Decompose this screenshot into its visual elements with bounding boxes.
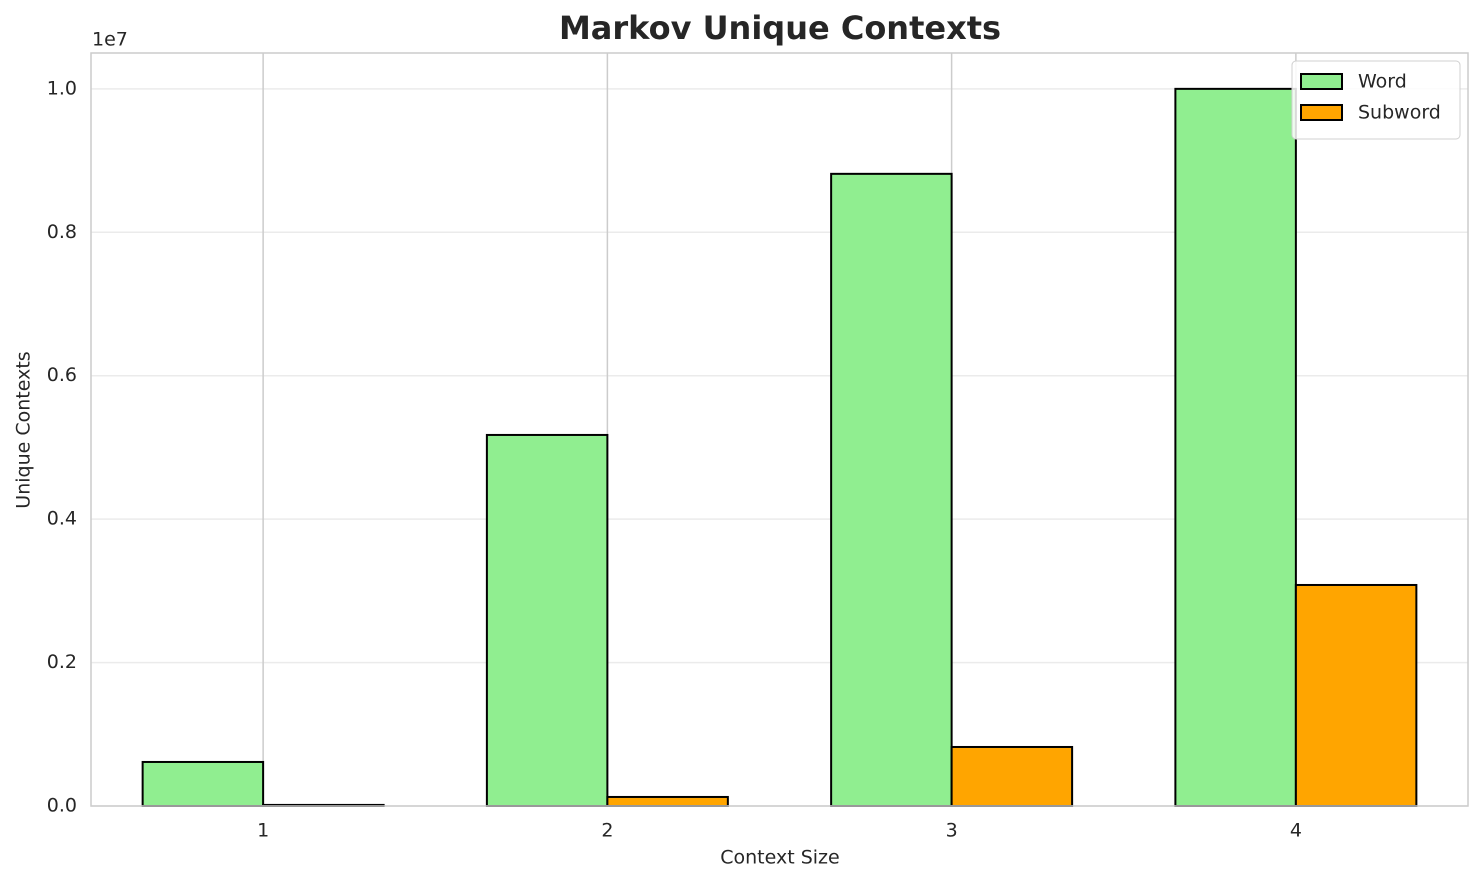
bar — [950, 745, 1074, 807]
x-axis-label: Context Size — [720, 847, 839, 869]
y-tick-label: 0.6 — [47, 364, 77, 386]
chart-title: Markov Unique Contexts — [559, 9, 1001, 47]
bar — [1174, 87, 1297, 808]
x-tick-label: 4 — [1290, 820, 1302, 842]
y-tick-label: 0.0 — [47, 795, 77, 817]
legend: Word Subword — [1291, 60, 1461, 140]
y-tick-label: 0.4 — [47, 508, 77, 530]
legend-swatch — [1300, 73, 1343, 90]
bar — [485, 433, 609, 807]
bar — [141, 760, 265, 807]
y-tick-label: 0.2 — [47, 651, 77, 673]
bar — [1294, 583, 1418, 807]
bar — [606, 795, 729, 807]
y-tick-label: 1.0 — [47, 77, 77, 99]
legend-label: Subword — [1358, 102, 1441, 124]
legend-label: Word — [1358, 71, 1407, 93]
y-tick-label: 0.8 — [47, 221, 77, 243]
y-axis-label: Unique Contexts — [13, 351, 35, 508]
x-tick-label: 3 — [946, 820, 958, 842]
legend-swatch — [1300, 104, 1343, 121]
x-tick-label: 1 — [257, 820, 269, 842]
bar — [830, 172, 953, 808]
x-tick-label: 2 — [601, 820, 613, 842]
plot-frame — [90, 52, 1469, 807]
y-offset-label: 1e7 — [92, 29, 128, 51]
